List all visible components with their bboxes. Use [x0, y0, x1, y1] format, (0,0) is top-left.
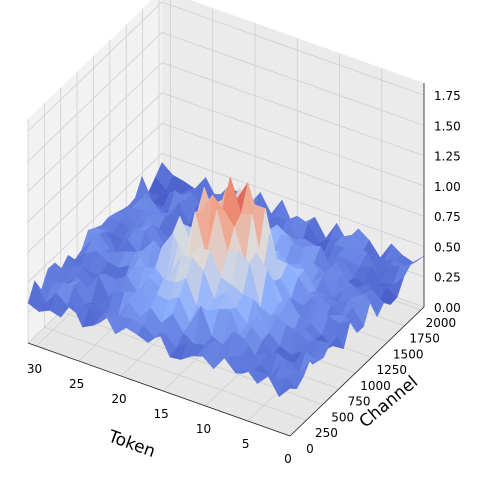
grid-line: [161, 153, 425, 247]
x-tick-label: 30: [27, 362, 42, 376]
x-tick-label: 10: [196, 422, 211, 436]
y-tick-label: 1500: [393, 348, 424, 362]
x-axis-line: [27, 342, 291, 437]
y-tick-label: 1750: [409, 332, 440, 346]
z-tick-label: 1.75: [434, 89, 461, 103]
pane-left: [28, 0, 162, 343]
y-tick-label: 1000: [360, 379, 391, 393]
x-tick-label: 15: [154, 407, 169, 421]
y-tick-label: 750: [348, 395, 371, 409]
z-tick-label: 0.25: [434, 271, 461, 285]
z-tick-label: 1.50: [434, 119, 461, 133]
x-axis-title: Token: [105, 426, 158, 462]
surface-mesh: [27, 162, 425, 398]
y-tick-label: 0: [306, 442, 314, 456]
x-tick-label: 0: [284, 452, 292, 466]
grid-line: [161, 62, 425, 157]
z-tick-label: 0.00: [434, 301, 461, 315]
y-tick-label: 500: [331, 411, 354, 425]
x-tick-label: 25: [69, 377, 84, 391]
x-tick-label: 5: [242, 437, 250, 451]
grid-line: [27, 92, 163, 223]
z-tick-label: 1.00: [434, 180, 461, 194]
surface-face: [278, 377, 298, 398]
axis-lines: [27, 83, 425, 437]
grid-line: [27, 153, 163, 283]
grid-line: [27, 1, 163, 132]
grid-line: [161, 92, 425, 187]
grid-line: [27, 122, 163, 253]
z-tick-label: 1.25: [434, 150, 461, 164]
grid-line: [161, 32, 425, 126]
grid-line: [161, 122, 425, 217]
z-tick-label: 0.75: [434, 210, 461, 224]
y-axis-line: [289, 306, 425, 437]
grid-line: [27, 32, 163, 162]
grid-line: [161, 1, 425, 96]
y-tick-label: 1250: [377, 363, 408, 377]
grid-line: [44, 326, 307, 421]
tick-labels: 0510152025300250500750100012501500175020…: [27, 89, 461, 466]
grid-line: [27, 62, 163, 192]
y-tick-label: 2000: [426, 316, 457, 330]
x-tick-label: 20: [111, 392, 126, 406]
y-tick-label: 250: [315, 426, 338, 440]
z-tick-label: 0.50: [434, 241, 461, 255]
